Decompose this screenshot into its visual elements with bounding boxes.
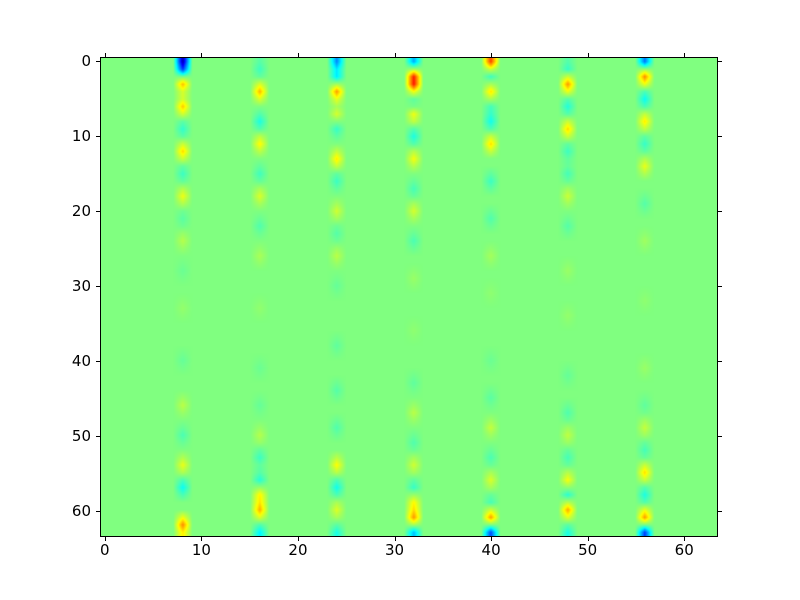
y-tick-mark (96, 285, 100, 287)
x-tick-mark-top (104, 53, 106, 57)
x-tick-label: 20 (288, 541, 308, 559)
y-tick-label: 30 (71, 276, 91, 295)
x-tick-label: 50 (578, 541, 598, 559)
x-tick-mark (201, 537, 203, 541)
y-tick-mark (96, 210, 100, 212)
x-tick-mark (491, 537, 493, 541)
y-tick-mark (96, 60, 100, 62)
y-tick-mark-right (718, 435, 722, 437)
x-tick-label: 0 (100, 541, 110, 559)
y-tick-mark-right (718, 285, 722, 287)
x-tick-mark (587, 537, 589, 541)
y-tick-mark (96, 135, 100, 137)
x-tick-mark (297, 537, 299, 541)
x-tick-mark (394, 537, 396, 541)
x-tick-label: 40 (481, 541, 501, 559)
y-tick-label: 20 (71, 201, 91, 220)
y-tick-mark-right (718, 135, 722, 137)
y-tick-label: 0 (81, 51, 91, 70)
x-tick-label: 10 (191, 541, 211, 559)
y-tick-mark (96, 435, 100, 437)
y-tick-mark-right (718, 360, 722, 362)
x-tick-mark (684, 537, 686, 541)
y-tick-label: 10 (71, 126, 91, 145)
y-tick-label: 60 (71, 501, 91, 520)
x-tick-mark-top (394, 53, 396, 57)
y-tick-mark (96, 360, 100, 362)
y-tick-mark-right (718, 510, 722, 512)
y-tick-mark-right (718, 210, 722, 212)
heatmap-image (101, 58, 717, 536)
x-tick-mark-top (684, 53, 686, 57)
x-tick-mark-top (201, 53, 203, 57)
heatmap-axes[interactable] (100, 57, 718, 537)
x-tick-mark-top (297, 53, 299, 57)
x-tick-label: 60 (674, 541, 694, 559)
x-tick-mark-top (587, 53, 589, 57)
y-tick-label: 50 (71, 426, 91, 445)
x-tick-mark-top (491, 53, 493, 57)
y-tick-label: 40 (71, 351, 91, 370)
y-tick-mark-right (718, 60, 722, 62)
y-tick-mark (96, 510, 100, 512)
x-tick-mark (104, 537, 106, 541)
x-tick-label: 30 (384, 541, 405, 559)
